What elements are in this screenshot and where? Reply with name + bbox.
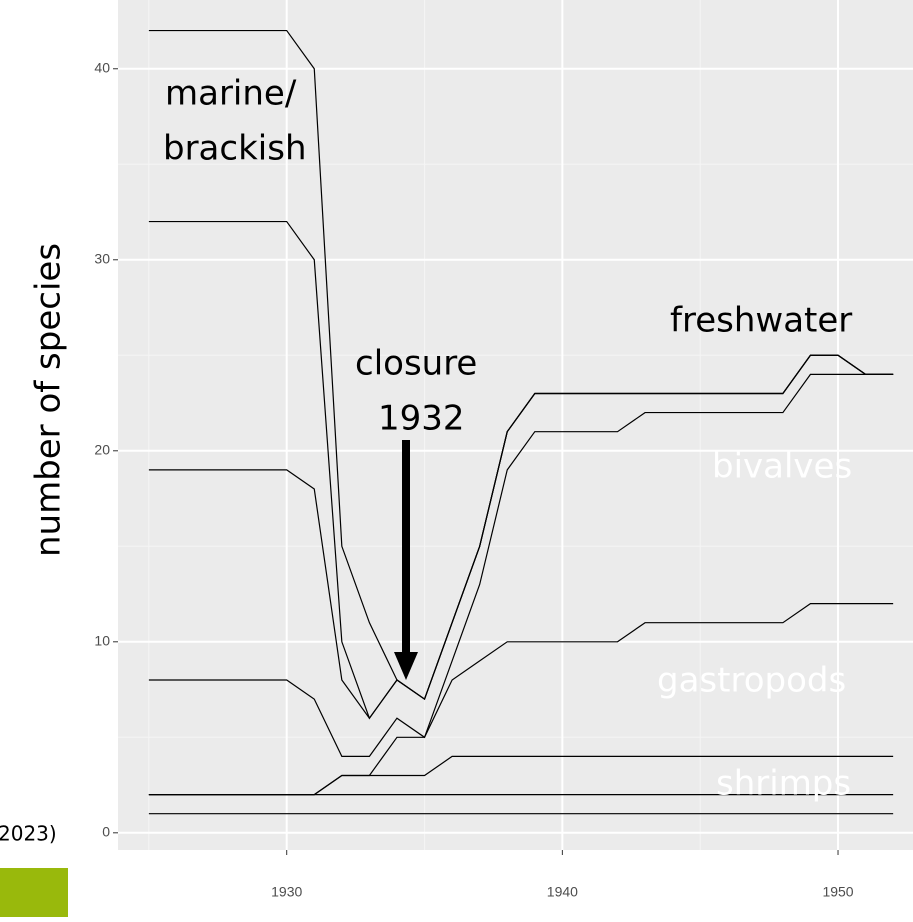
side-text: 2023) <box>0 822 57 846</box>
annotation: shrimps <box>716 764 851 804</box>
y-tick-label: 40 <box>94 59 110 75</box>
y-tick-label: 30 <box>94 250 110 266</box>
decor-block <box>0 868 68 917</box>
annotation: closure <box>355 344 477 384</box>
annotation: marine/ <box>165 74 297 114</box>
annotation: brackish <box>163 129 307 169</box>
y-axis-label: number of species <box>29 243 69 557</box>
annotation: gastropods <box>657 661 846 701</box>
y-tick-label: 20 <box>94 441 110 457</box>
annotation: 1932 <box>378 399 465 439</box>
annotation: bivalves <box>712 447 852 487</box>
arrow-head <box>394 652 418 680</box>
x-tick-label: 1940 <box>547 884 578 900</box>
panel <box>118 0 913 850</box>
y-tick-label: 0 <box>102 824 110 840</box>
annotation: freshwater <box>670 301 852 341</box>
y-tick-label: 10 <box>94 633 110 649</box>
series-line <box>148 354 894 720</box>
series-line <box>148 602 894 758</box>
x-tick-label: 1950 <box>822 884 853 900</box>
x-tick-label: 1930 <box>271 884 302 900</box>
